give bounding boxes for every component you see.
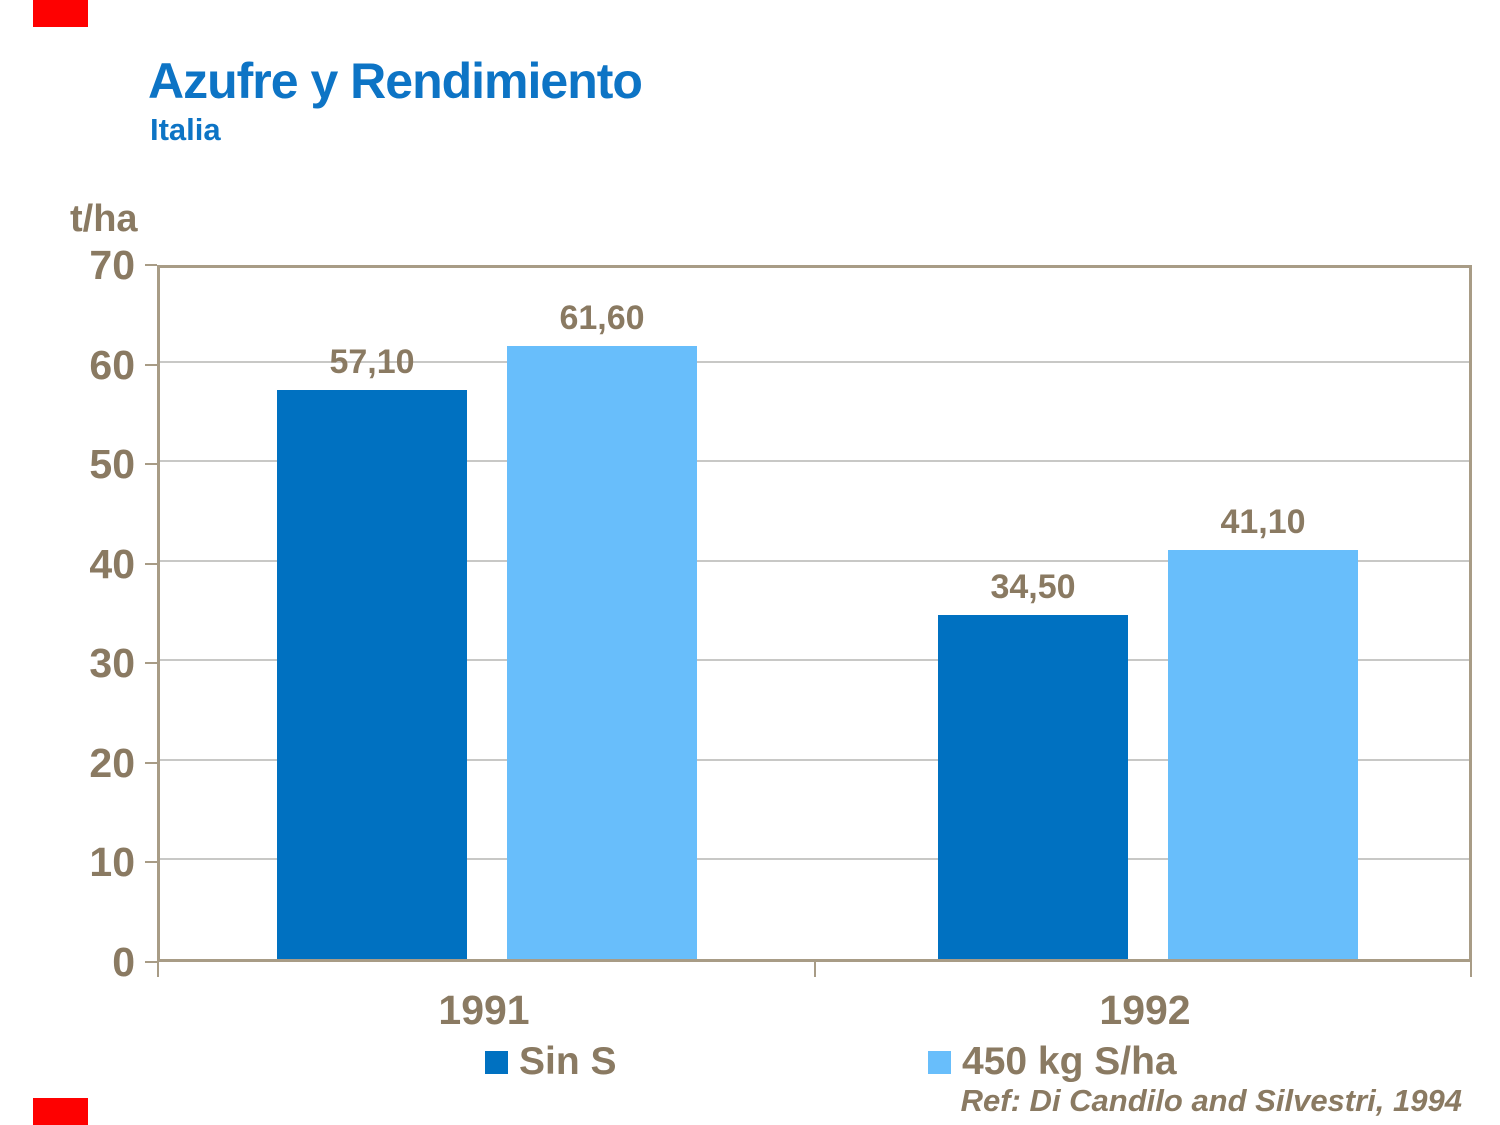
slide-accent-bottom bbox=[33, 1098, 88, 1125]
plot-area: 57,10 34,50 61,60 41,10 bbox=[157, 265, 1472, 962]
legend-item: 450 kg S/ha bbox=[928, 1040, 1177, 1084]
y-axis-tick-label: 70 bbox=[89, 242, 135, 288]
chart-legend: Sin S 450 kg S/ha bbox=[0, 1040, 1500, 1084]
legend-swatch bbox=[928, 1050, 951, 1074]
x-axis-tick bbox=[1470, 962, 1472, 977]
slide-accent-top bbox=[33, 0, 88, 27]
y-axis-tick-label: 20 bbox=[89, 739, 135, 786]
y-axis-tick bbox=[145, 264, 157, 266]
chart-title: Azufre y Rendimiento bbox=[148, 53, 643, 109]
x-axis-tick bbox=[157, 962, 159, 977]
bar-value-label: 34,50 bbox=[990, 568, 1076, 606]
y-axis-tick-label: 10 bbox=[89, 839, 135, 886]
y-axis-tick bbox=[145, 961, 157, 963]
gridline bbox=[160, 659, 1469, 662]
y-axis-tick-label: 0 bbox=[112, 939, 135, 985]
gridline bbox=[160, 559, 1469, 562]
gridline bbox=[160, 360, 1469, 363]
y-axis-tick bbox=[145, 363, 157, 366]
bar-chart: 57,10 34,50 61,60 41,10 0 10 20 30 40 50 60 70 1991… bbox=[89, 244, 1472, 1033]
y-axis-tick bbox=[145, 463, 157, 466]
legend-item: Sin S bbox=[485, 1040, 617, 1084]
x-axis-tick bbox=[813, 962, 816, 977]
y-axis-tick bbox=[145, 662, 157, 665]
y-axis-tick-label: 30 bbox=[89, 640, 135, 687]
x-axis-category-label: 1992 bbox=[1099, 987, 1191, 1033]
y-axis-tick-label: 40 bbox=[89, 540, 135, 587]
reference-text: Ref: Di Candilo and Silvestri, 1994 bbox=[960, 1083, 1462, 1118]
bar bbox=[507, 346, 697, 959]
chart-subtitle: Italia bbox=[150, 112, 221, 147]
legend-label: 450 kg S/ha bbox=[962, 1040, 1177, 1083]
legend-swatch bbox=[485, 1050, 508, 1074]
y-axis-unit-label: t/ha bbox=[70, 198, 138, 240]
gridline bbox=[160, 460, 1469, 463]
gridline bbox=[160, 758, 1469, 761]
bar bbox=[277, 390, 467, 959]
bar-value-label: 41,10 bbox=[1220, 503, 1306, 541]
legend-label: Sin S bbox=[519, 1040, 617, 1083]
y-axis-tick bbox=[145, 761, 157, 764]
y-axis-tick-label: 60 bbox=[89, 341, 135, 388]
x-axis-category-label: 1991 bbox=[438, 987, 530, 1033]
y-axis-tick-label: 50 bbox=[89, 441, 135, 488]
bar-value-label: 61,60 bbox=[559, 299, 645, 337]
y-axis-tick bbox=[145, 861, 157, 864]
y-axis-tick bbox=[145, 562, 157, 565]
gridline bbox=[160, 858, 1469, 861]
bar-value-label: 57,10 bbox=[329, 343, 415, 381]
bar bbox=[938, 615, 1128, 959]
bar bbox=[1168, 550, 1358, 959]
